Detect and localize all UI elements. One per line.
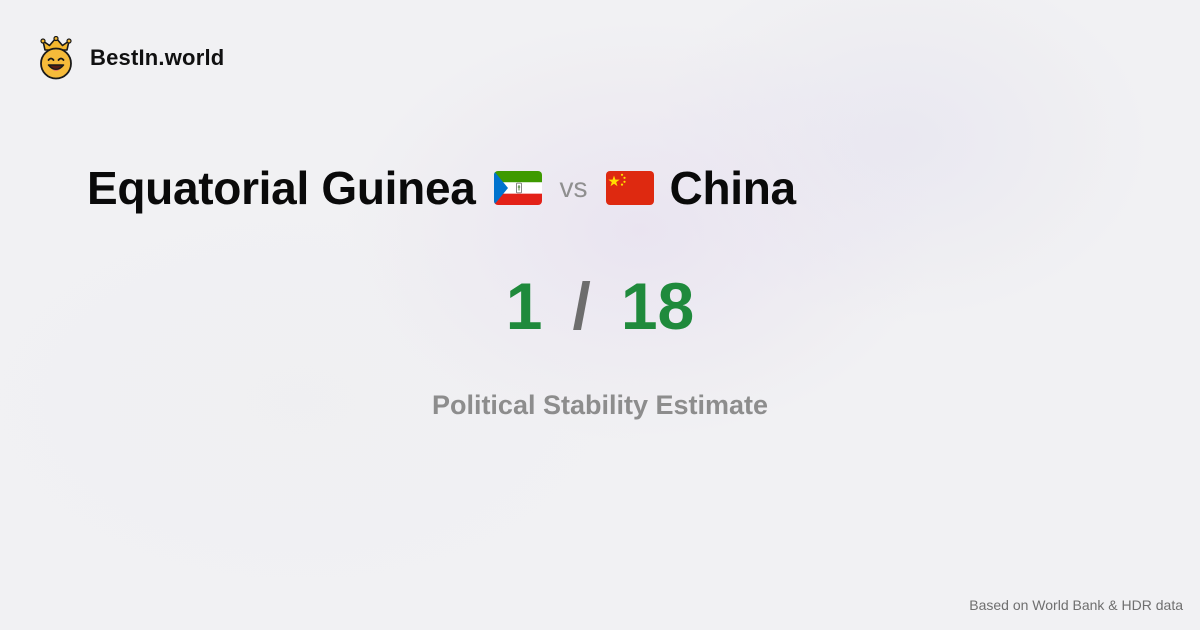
- data-source-note: Based on World Bank & HDR data: [969, 597, 1183, 613]
- left-rank-value: 1: [505, 269, 543, 343]
- brand[interactable]: BestIn.world: [38, 36, 224, 80]
- left-country-name: Equatorial Guinea: [87, 162, 476, 214]
- right-rank-value: 18: [620, 269, 695, 343]
- vs-label: vs: [559, 172, 588, 203]
- flag-china-icon: [605, 171, 654, 205]
- flag-equatorial-guinea-icon: [493, 171, 542, 205]
- right-country-name: China: [669, 162, 797, 214]
- metric-label: Political Stability Estimate: [431, 390, 769, 420]
- crowned-smiley-icon: [40, 36, 72, 80]
- comparison-headline: Equatorial Guinea vs China: [87, 160, 796, 216]
- rank-separator: /: [572, 269, 591, 343]
- brand-name: BestIn.world: [90, 45, 225, 70]
- rank-score: 1 / 18: [0, 268, 1200, 344]
